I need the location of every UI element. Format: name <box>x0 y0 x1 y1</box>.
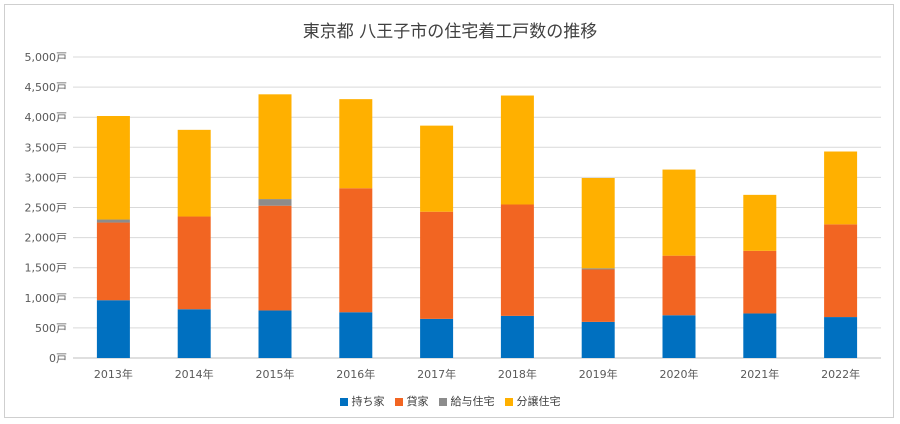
bar-segment <box>339 312 373 358</box>
bar-segment <box>581 178 615 269</box>
y-tick-label: 4,500戸 <box>25 81 68 94</box>
bar-segment <box>743 194 777 251</box>
chart-frame: 東京都 八王子市の住宅着工戸数の推移 0戸 500戸 1,000戸 1,500戸 2,0… <box>4 4 894 418</box>
bar-segment <box>824 317 858 358</box>
y-tick-label: 0戸 <box>49 352 67 365</box>
bar-segment <box>581 268 615 270</box>
bar-segment <box>96 115 130 220</box>
legend-item: 給与住宅 <box>438 393 495 409</box>
x-tick-label: 2019年 <box>579 367 618 381</box>
y-tick-label: 2,000戸 <box>25 232 68 245</box>
x-tick-label: 2015年 <box>256 367 295 381</box>
y-tick-label: 4,000戸 <box>25 111 68 124</box>
legend-swatch <box>339 398 348 406</box>
y-tick-label: 1,500戸 <box>25 262 68 275</box>
x-tick-label: 2018年 <box>498 367 537 381</box>
bar-segment <box>258 310 292 358</box>
bar-segment <box>824 224 858 318</box>
bar-segment <box>96 300 130 358</box>
y-tick-label: 1,000戸 <box>25 292 68 305</box>
y-tick-label: 3,500戸 <box>25 141 68 154</box>
x-tick-label: 2022年 <box>821 367 860 381</box>
legend-swatch <box>504 398 513 406</box>
legend-label: 分譲住宅 <box>516 395 561 408</box>
legend-label: 給与住宅 <box>450 395 495 408</box>
bar-segment <box>662 169 696 256</box>
bar-segment <box>581 269 615 322</box>
bar-segment <box>420 211 454 319</box>
bar-segment <box>743 313 777 358</box>
bar-segment <box>258 199 292 206</box>
bar-segment <box>177 309 211 358</box>
legend-item: 持ち家 <box>339 393 385 409</box>
bar-segment <box>339 188 373 313</box>
x-tick-label: 2013年 <box>94 367 133 381</box>
bar-segment <box>662 255 696 316</box>
legend-swatch <box>394 398 403 406</box>
x-tick-label: 2014年 <box>175 367 214 381</box>
chart-legend: 持ち家 貸家 給与住宅 分譲住宅 <box>5 393 895 409</box>
y-tick-label: 5,000戸 <box>25 51 68 64</box>
bar-segment <box>420 125 454 212</box>
chart-title: 東京都 八王子市の住宅着工戸数の推移 <box>302 22 598 42</box>
bar-segment <box>420 318 454 358</box>
bar-segment <box>581 321 615 358</box>
bar-segment <box>258 205 292 311</box>
x-tick-label: 2020年 <box>660 367 699 381</box>
legend-swatch <box>438 398 447 406</box>
x-tick-label: 2017年 <box>417 367 456 381</box>
legend-label: 持ち家 <box>351 395 385 408</box>
bar-segment <box>743 250 777 314</box>
legend-item: 貸家 <box>394 393 429 409</box>
bar-segment <box>500 95 534 205</box>
y-tick-label: 3,000戸 <box>25 171 68 184</box>
bar-segment <box>500 315 534 358</box>
bar-segment <box>662 315 696 358</box>
bar-segment <box>824 151 858 225</box>
chart-plot: 0戸 500戸 1,000戸 1,500戸 2,000戸 2,500戸 3,000戸 3,50… <box>25 51 881 381</box>
y-tick-label: 2,500戸 <box>25 202 68 215</box>
x-tick-label: 2021年 <box>740 367 779 381</box>
bar-segment <box>177 129 211 217</box>
x-tick-label: 2016年 <box>336 367 375 381</box>
legend-item: 分譲住宅 <box>504 393 561 409</box>
y-tick-label: 500戸 <box>35 322 67 335</box>
legend-label: 貸家 <box>406 395 429 408</box>
bar-segment <box>500 204 534 316</box>
bar-segment <box>258 94 292 200</box>
bar-segment <box>96 222 130 301</box>
bar-segment <box>177 216 211 310</box>
bar-segment <box>96 219 130 223</box>
bar-segment <box>339 99 373 189</box>
